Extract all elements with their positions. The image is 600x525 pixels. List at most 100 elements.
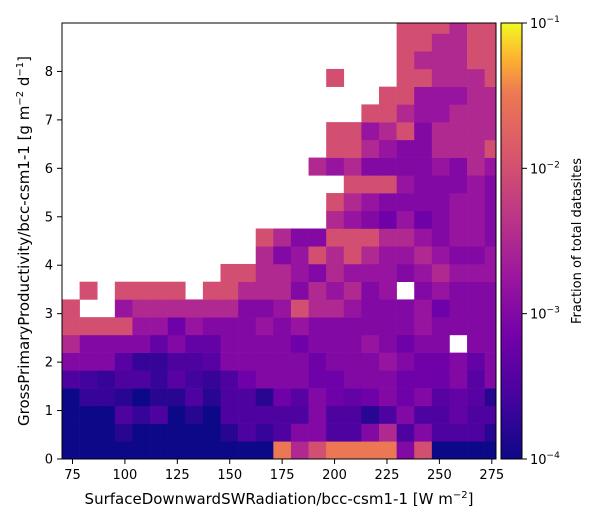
heatmap-cell	[396, 388, 415, 407]
heatmap-cell	[308, 441, 327, 460]
heatmap-cell	[185, 405, 204, 424]
heatmap-cell	[97, 317, 116, 336]
y-tick-label: 6	[45, 162, 53, 177]
heatmap-cell	[467, 228, 485, 247]
heatmap-cell	[97, 334, 116, 353]
heatmap-cell	[167, 441, 186, 460]
heatmap-cell	[484, 210, 497, 229]
y-tick-label: 3	[45, 307, 53, 322]
heatmap-cell	[467, 334, 485, 353]
heatmap-cell	[308, 352, 327, 371]
heatmap-cell	[431, 263, 450, 282]
heatmap-cell	[150, 299, 168, 318]
heatmap-cell	[255, 423, 274, 442]
heatmap-cell	[150, 352, 168, 371]
heatmap-cell	[326, 388, 345, 407]
heatmap-cell	[150, 441, 168, 460]
colorbar-tick-label: 10−1	[530, 15, 560, 32]
heatmap-cell	[449, 193, 468, 212]
heatmap-cell	[326, 246, 345, 265]
heatmap-cell	[343, 157, 362, 176]
heatmap-cell	[484, 388, 497, 407]
x-axis: 75 100 125 150 175 200 225 250 275	[64, 459, 504, 483]
heatmap-cell	[414, 122, 433, 141]
heatmap-cell	[114, 317, 133, 336]
heatmap-cell	[361, 157, 380, 176]
heatmap-cell	[202, 370, 221, 389]
heatmap-cell	[62, 370, 80, 389]
heatmap-cell	[449, 210, 468, 229]
heatmap-cell	[467, 299, 485, 318]
heatmap-cell	[414, 175, 433, 194]
heatmap-cell	[343, 228, 362, 247]
heatmap-cell	[467, 157, 485, 176]
heatmap-cell	[396, 441, 415, 460]
heatmap-cell	[431, 352, 450, 371]
heatmap-cell	[361, 388, 380, 407]
heatmap-cell	[132, 281, 151, 300]
heatmap-cell	[326, 122, 345, 141]
heatmap-cell	[255, 263, 274, 282]
heatmap-cell	[238, 423, 257, 442]
heatmap-cell	[167, 352, 186, 371]
heatmap-cell	[220, 370, 239, 389]
heatmap-cell	[379, 175, 397, 194]
heatmap-cell	[255, 281, 274, 300]
heatmap-cell	[273, 334, 292, 353]
heatmap-cell	[361, 228, 380, 247]
heatmap-cell	[467, 68, 485, 87]
heatmap-cell	[326, 193, 345, 212]
heatmap-cell	[414, 228, 433, 247]
heatmap-cell	[62, 405, 80, 424]
heatmap-cell	[449, 299, 468, 318]
heatmap-cell	[273, 246, 292, 265]
x-tick-label: 125	[165, 468, 190, 483]
heatmap-cell	[132, 352, 151, 371]
heatmap-cell	[167, 405, 186, 424]
heatmap-cell	[220, 281, 239, 300]
x-tick-label: 100	[112, 468, 137, 483]
heatmap-cell	[114, 299, 133, 318]
heatmap-cell	[379, 122, 397, 141]
heatmap-cell	[467, 33, 485, 52]
heatmap-cell	[290, 370, 309, 389]
heatmap-cell	[361, 104, 380, 123]
heatmap-cell	[414, 299, 433, 318]
heatmap-cell	[167, 281, 186, 300]
heatmap-cell	[396, 246, 415, 265]
heatmap-cell	[467, 139, 485, 158]
heatmap-cell	[431, 299, 450, 318]
heatmap-cell	[449, 68, 468, 87]
heatmap-cell	[343, 263, 362, 282]
heatmap-cell	[379, 281, 397, 300]
heatmap-cell	[449, 139, 468, 158]
heatmap-cell	[431, 86, 450, 105]
heatmap-cell	[449, 23, 468, 34]
heatmap-cell	[431, 157, 450, 176]
heatmap-cell	[202, 388, 221, 407]
x-axis-label: SurfaceDownwardSWRadiation/bcc-csm1-1 [W…	[85, 490, 474, 508]
heatmap-cell	[484, 51, 497, 70]
heatmap-cell	[255, 352, 274, 371]
heatmap-cell	[414, 441, 433, 460]
heatmap-cell	[467, 23, 485, 34]
heatmap-cell	[343, 441, 362, 460]
y-axis: 0 1 2 3 4 5 6 7 8	[45, 65, 62, 468]
heatmap-cell	[484, 139, 497, 158]
heatmap-cell	[255, 388, 274, 407]
heatmap-cell	[414, 370, 433, 389]
heatmap-cell	[396, 33, 415, 52]
heatmap-cell	[202, 317, 221, 336]
heatmap-cell	[467, 388, 485, 407]
heatmap-cell	[467, 122, 485, 141]
heatmap-cell	[414, 263, 433, 282]
heatmap-cell	[379, 139, 397, 158]
heatmap-cell	[132, 370, 151, 389]
heatmap-cell	[414, 23, 433, 34]
heatmap-cell	[185, 370, 204, 389]
heatmap-cell	[484, 405, 497, 424]
heatmap-cell	[484, 86, 497, 105]
heatmap-cell	[449, 405, 468, 424]
heatmap-cell	[467, 210, 485, 229]
heatmap-cell	[484, 246, 497, 265]
